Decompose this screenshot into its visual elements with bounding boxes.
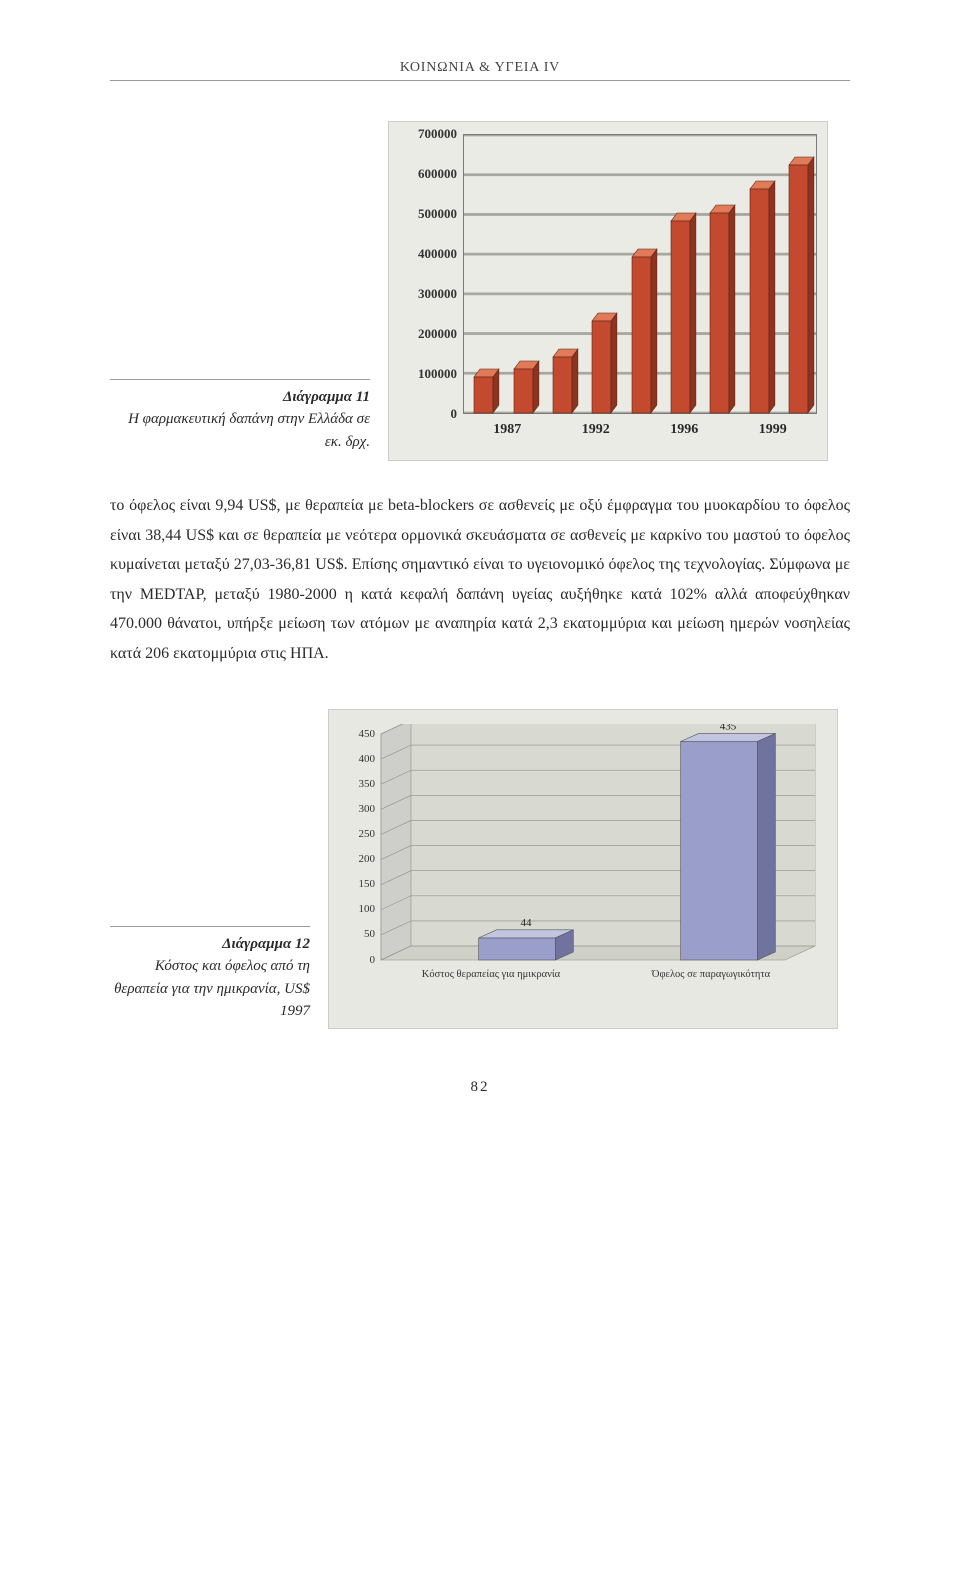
svg-text:44: 44	[521, 916, 533, 928]
chart-1-plot	[463, 134, 817, 414]
chart-2-plot: 050100150200250300350400450 44 435 Κόστος…	[339, 724, 827, 984]
chart-2-x-axis: Κόστος θεραπείας για ημικρανίαΌφελος σε …	[381, 969, 821, 980]
figure-2-row: Διάγραμμα 12 Κόστος και όφελος από τη θε…	[110, 709, 850, 1029]
figure-1-row: Διάγραμμα 11 Η φαρμακευτική δαπάνη στην …	[110, 121, 850, 461]
chart-2-y-axis: 050100150200250300350400450	[339, 724, 377, 954]
chart-1-x-axis: 1987199219961999	[399, 422, 817, 438]
svg-text:435: 435	[720, 724, 737, 732]
body-paragraph: το όφελος είναι 9,94 US$, με θεραπεία με…	[110, 491, 850, 669]
figure-2-subtitle: Κόστος και όφελος από τη θεραπεία για τη…	[114, 958, 310, 1019]
page-number: 82	[110, 1079, 850, 1096]
figure-1-caption: Διάγραμμα 11 Η φαρμακευτική δαπάνη στην …	[110, 379, 370, 462]
chart-1-y-axis: 0100000200000300000400000500000600000700…	[399, 134, 459, 414]
chart-1-bars	[464, 135, 816, 413]
page: ΚΟΙΝΩΝΙΑ & ΥΓΕΙΑ IV Διάγραμμα 11 Η φαρμα…	[0, 0, 960, 1594]
chart-1-plot-area: 0100000200000300000400000500000600000700…	[463, 134, 817, 414]
figure-1-subtitle: Η φαρμακευτική δαπάνη στην Ελλάδα σε εκ.…	[128, 411, 370, 450]
chart-1: 0100000200000300000400000500000600000700…	[388, 121, 828, 461]
figure-2-caption: Διάγραμμα 12 Κόστος και όφελος από τη θε…	[110, 926, 310, 1029]
running-head: ΚΟΙΝΩΝΙΑ & ΥΓΕΙΑ IV	[110, 60, 850, 81]
chart-2-svg: 44 435	[339, 724, 825, 984]
chart-2: 050100150200250300350400450 44 435 Κόστος…	[328, 709, 838, 1029]
figure-2-title: Διάγραμμα 12	[222, 936, 310, 952]
figure-1-title: Διάγραμμα 11	[283, 389, 370, 405]
